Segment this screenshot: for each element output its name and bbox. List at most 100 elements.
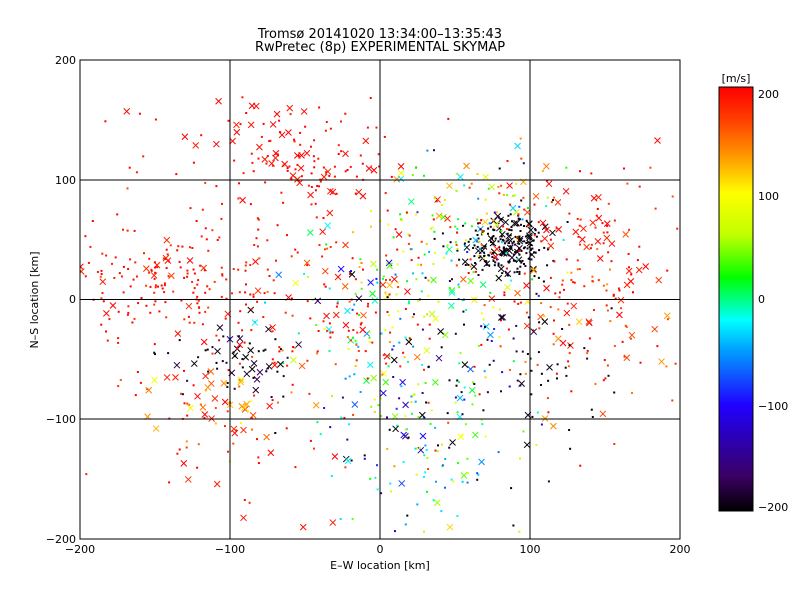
data-point-dot [252, 170, 255, 173]
data-point-dot [540, 372, 543, 375]
data-point-dot [576, 268, 579, 271]
data-point-cross [342, 150, 349, 158]
data-point-dot [473, 365, 476, 368]
data-point-dot [400, 219, 403, 222]
data-point-dot [214, 422, 217, 425]
data-point-dot [497, 262, 500, 265]
data-point-dot [161, 287, 164, 290]
data-point-dot [451, 278, 453, 281]
data-point-dot [154, 271, 156, 274]
data-point-dot [183, 276, 186, 279]
data-point-dot [318, 244, 321, 246]
data-point-dot [488, 264, 491, 267]
data-point-dot [420, 263, 423, 266]
data-point-dot [509, 234, 512, 237]
data-point-cross [583, 243, 590, 251]
data-point-dot [246, 410, 249, 413]
data-point-dot [122, 265, 125, 268]
data-point-cross [524, 209, 531, 216]
data-point-dot [117, 385, 120, 388]
data-point-cross [332, 311, 340, 319]
data-point-dot [546, 264, 549, 267]
data-point-dot [476, 472, 479, 475]
data-point-dot [518, 270, 521, 273]
data-point-dot [355, 175, 358, 178]
data-point-dot [203, 417, 206, 419]
data-point-dot [237, 268, 240, 271]
data-point-dot [546, 179, 549, 182]
data-point-dot [481, 246, 484, 249]
data-point-dot [455, 172, 458, 175]
data-point-dot [606, 283, 609, 286]
data-point-dot [199, 264, 202, 267]
data-point-dot [136, 371, 139, 373]
data-point-dot [203, 269, 206, 272]
data-point-dot [468, 186, 471, 189]
data-point-dot [221, 360, 224, 363]
data-point-dot [433, 237, 436, 240]
data-point-dot [207, 306, 210, 309]
data-point-cross [194, 392, 201, 400]
data-point-dot [352, 329, 355, 331]
data-point-dot [509, 203, 512, 206]
data-point-dot [590, 408, 593, 411]
data-point-dot [518, 242, 521, 245]
data-point-dot [139, 381, 142, 384]
data-point-dot [527, 316, 530, 319]
data-point-dot [556, 377, 558, 380]
data-point-dot [200, 403, 202, 406]
data-point-dot [408, 300, 410, 303]
data-point-dot [417, 415, 420, 418]
data-point-cross [482, 323, 490, 330]
data-point-dot [239, 123, 242, 126]
data-point-dot [196, 295, 199, 298]
data-point-dot [414, 166, 417, 169]
data-point-cross [281, 160, 289, 168]
data-point-dot [155, 284, 157, 287]
data-point-dot [507, 260, 510, 263]
data-point-dot [376, 488, 379, 491]
data-point-dot [164, 257, 167, 260]
x-tick-label: 100 [520, 543, 541, 556]
data-point-dot [127, 305, 130, 308]
data-point-dot [463, 242, 466, 245]
data-point-dot [335, 192, 338, 195]
data-point-dot [307, 276, 310, 278]
data-point-dot [503, 294, 506, 297]
data-point-dot [286, 234, 288, 237]
data-point-dot [579, 170, 581, 173]
data-point-dot [613, 219, 616, 222]
data-point-dot [445, 252, 448, 255]
data-point-dot [297, 154, 300, 157]
data-point-dot [359, 391, 362, 393]
data-point-dot [396, 248, 399, 251]
data-point-dot [250, 152, 253, 155]
data-point-dot [394, 273, 397, 276]
data-point-cross [651, 325, 659, 333]
data-point-dot [609, 320, 612, 323]
data-point-cross [80, 268, 85, 275]
data-point-dot [505, 247, 508, 250]
data-point-dot [460, 391, 463, 394]
data-point-dot [501, 241, 503, 244]
data-point-dot [358, 314, 361, 316]
data-point-dot [488, 254, 491, 257]
data-point-dot [193, 287, 196, 290]
data-point-dot [164, 282, 166, 285]
data-point-dot [427, 365, 430, 368]
data-point-dot [117, 337, 120, 340]
data-point-dot [249, 264, 252, 266]
data-point-dot [404, 307, 407, 310]
data-point-cross [423, 347, 431, 354]
data-point-cross [539, 219, 547, 227]
data-point-dot [566, 271, 569, 274]
y-tick-label: 0 [69, 293, 76, 306]
data-point-dot [440, 510, 443, 513]
data-point-dot [129, 285, 132, 288]
data-point-cross [314, 297, 322, 305]
data-point-dot [519, 265, 522, 268]
data-point-dot [546, 196, 549, 199]
data-point-dot [398, 397, 401, 400]
data-point-cross [172, 374, 179, 381]
data-point-dot [405, 428, 408, 431]
